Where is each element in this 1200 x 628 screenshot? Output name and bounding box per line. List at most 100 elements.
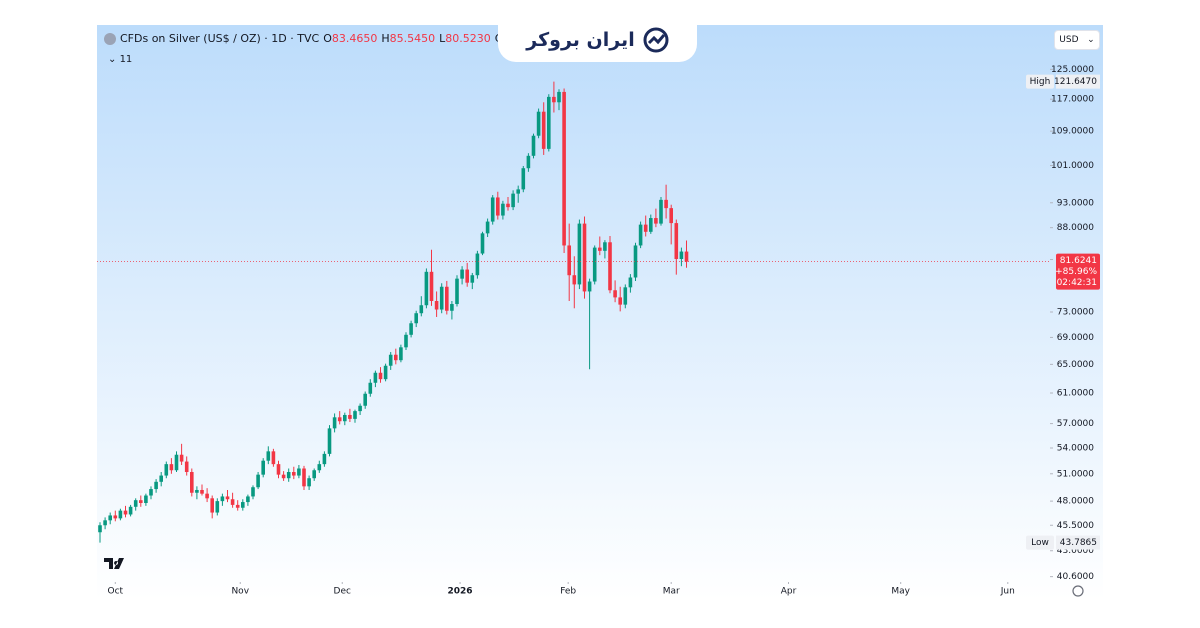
- candle-body: [205, 493, 209, 499]
- candle-body: [603, 242, 607, 251]
- candle-body: [439, 286, 444, 310]
- x-tick-label: May: [891, 587, 910, 597]
- candle-body: [302, 468, 306, 487]
- y-tick-label: 65.0000: [1057, 360, 1094, 370]
- candle-body: [220, 496, 225, 502]
- candle-body: [587, 281, 592, 292]
- chart-background: [97, 25, 1103, 600]
- candle-body: [128, 506, 133, 515]
- symbol-icon: [104, 32, 116, 45]
- candle-body: [684, 251, 689, 262]
- indicator-count: 11: [119, 54, 133, 65]
- ohlc-value: 80.5230: [445, 32, 491, 45]
- candle-body: [429, 271, 434, 301]
- candle-body: [154, 481, 158, 490]
- x-tick-label: Oct: [108, 587, 124, 597]
- ohlc-label: L: [439, 32, 446, 45]
- ohlc-value: 85.5450: [389, 32, 436, 45]
- candle-body: [144, 495, 148, 504]
- currency-button[interactable]: USD ⌄: [1054, 30, 1100, 50]
- candle-body: [643, 224, 648, 232]
- candle-body: [434, 300, 439, 310]
- y-tick-label: 88.0000: [1057, 223, 1094, 233]
- candle-body: [246, 496, 250, 503]
- candle-body: [654, 218, 658, 224]
- candle-body: [511, 193, 515, 208]
- candle-body: [470, 275, 475, 283]
- settings-icon[interactable]: [1072, 585, 1084, 597]
- tv-logo: [104, 558, 124, 569]
- candle-body: [485, 221, 490, 234]
- candle-body: [572, 275, 577, 285]
- y-tick-label: 45.5000: [1057, 521, 1094, 531]
- candle-body: [307, 478, 311, 487]
- candle-body: [317, 464, 322, 471]
- candle-body: [557, 91, 561, 103]
- brand-logo: ایران بروکر: [498, 18, 697, 62]
- candle-body: [98, 525, 102, 533]
- indicator-toggle[interactable]: ⌄ 11: [108, 54, 133, 65]
- symbol-title: CFDs on Silver (US$ / OZ) · 1D · TVC: [120, 32, 320, 45]
- candle-body: [628, 277, 633, 288]
- y-tick-label: 61.0000: [1057, 389, 1094, 399]
- candle-body: [322, 453, 327, 465]
- candle-body: [332, 417, 337, 429]
- y-tick-label: 73.0000: [1057, 307, 1094, 317]
- candle-body: [292, 472, 296, 476]
- candle-body: [608, 242, 612, 291]
- candle-body: [424, 271, 429, 306]
- candle-body: [235, 504, 240, 508]
- candle-body: [414, 313, 418, 324]
- candle-body: [445, 286, 449, 311]
- candle-body: [394, 354, 398, 361]
- candle-body: [358, 405, 362, 412]
- candle-body: [501, 203, 505, 216]
- x-tick-label: Mar: [663, 587, 680, 597]
- candle-body: [659, 199, 663, 224]
- y-tick-label: 43.0000: [1057, 546, 1094, 556]
- candle-body: [450, 304, 454, 311]
- candle-body: [592, 247, 597, 282]
- low-value: 43.7865: [1060, 538, 1097, 548]
- candle-body: [256, 474, 260, 488]
- low-tag: Low: [1031, 538, 1049, 548]
- legend-header: CFDs on Silver (US$ / OZ) · 1D · TVC O83…: [104, 32, 552, 45]
- candle-body: [184, 461, 189, 473]
- candle-body: [266, 451, 271, 461]
- y-tick-label: 109.0000: [1051, 127, 1094, 137]
- candle-body: [404, 334, 408, 348]
- candle-body: [409, 323, 413, 335]
- x-tick-label: Dec: [334, 587, 351, 597]
- candle-body: [562, 91, 566, 246]
- candle-body: [363, 393, 367, 406]
- y-tick-label: 40.6000: [1057, 572, 1094, 582]
- candle-body: [613, 290, 617, 298]
- candle-body: [669, 208, 673, 224]
- candle-body: [327, 428, 332, 454]
- candle-body: [536, 111, 541, 136]
- y-tick-label: 101.0000: [1051, 161, 1094, 171]
- candle-body: [108, 515, 112, 521]
- y-tick-label: 93.0000: [1057, 198, 1094, 208]
- candle-body: [337, 417, 342, 422]
- candle-body: [215, 501, 220, 513]
- candle-body: [149, 489, 153, 496]
- candle-body: [399, 347, 403, 361]
- candle-body: [547, 96, 551, 149]
- candle-body: [679, 251, 684, 259]
- candle-body: [286, 472, 291, 479]
- x-tick-label: Apr: [781, 587, 797, 597]
- candle-body: [531, 135, 536, 156]
- candle-body: [521, 168, 526, 190]
- candle-body: [552, 96, 556, 103]
- candle-body: [664, 199, 668, 209]
- candle-body: [623, 287, 628, 305]
- candle-body: [195, 489, 199, 493]
- candle-body: [378, 372, 383, 380]
- last-price-box: [1056, 253, 1100, 290]
- candle-body: [169, 464, 174, 471]
- candle-body: [159, 475, 163, 482]
- low-tag-box: [1026, 535, 1054, 550]
- candle-body: [225, 496, 230, 500]
